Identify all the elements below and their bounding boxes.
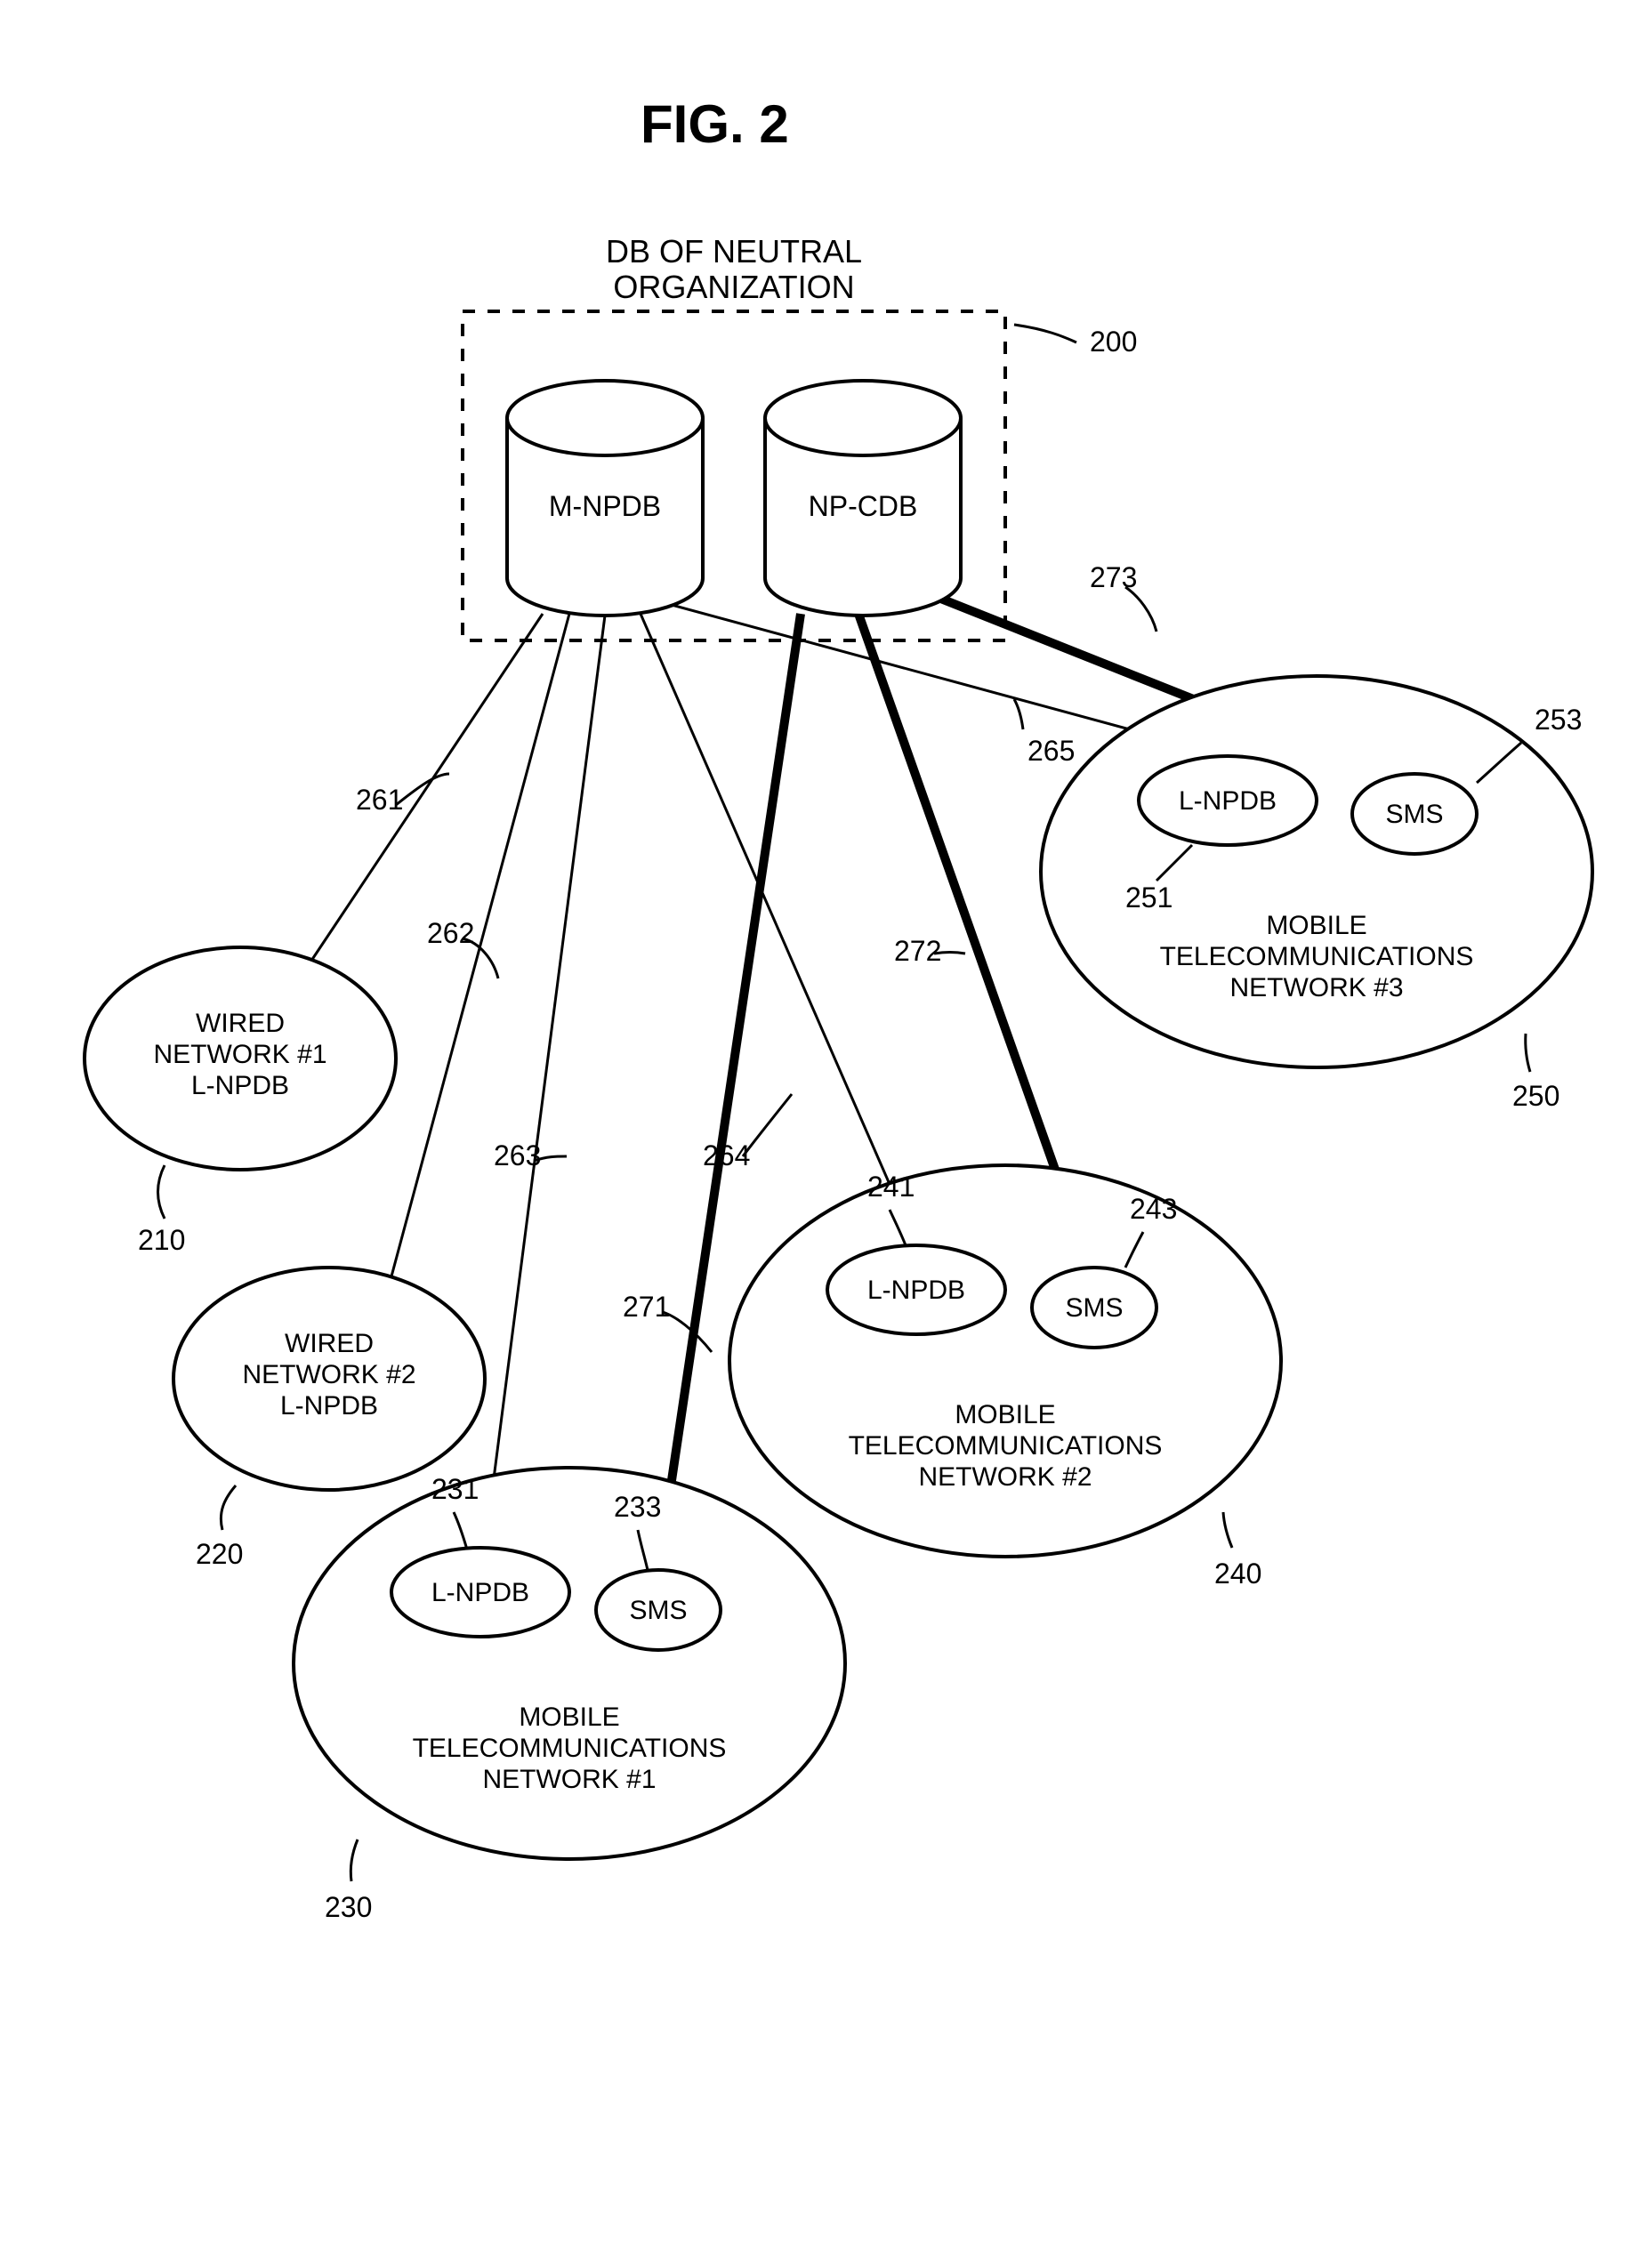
label-text: SMS xyxy=(1385,800,1443,829)
label-text: TELECOMMUNICATIONS xyxy=(1160,942,1474,971)
ref-200: 200 xyxy=(1090,326,1137,358)
ref-273: 273 xyxy=(1090,561,1137,593)
ref-262: 262 xyxy=(427,917,474,949)
np-cdb-label: NP-CDB xyxy=(809,490,918,522)
label-text: MOBILE xyxy=(955,1400,1055,1429)
label-text: NETWORK #1 xyxy=(482,1765,656,1794)
conn-264 xyxy=(641,614,916,1245)
ref-233: 233 xyxy=(614,1491,661,1523)
ref-231: 231 xyxy=(431,1473,479,1505)
ref-243: 243 xyxy=(1130,1193,1177,1225)
figure-title: FIG. 2 xyxy=(641,94,789,154)
label-text: NETWORK #2 xyxy=(242,1360,415,1389)
neutral-org-title-1: DB OF NEUTRAL xyxy=(606,233,862,270)
ref-210: 210 xyxy=(138,1224,185,1256)
ref-220: 220 xyxy=(196,1538,243,1570)
label-text: WIRED xyxy=(196,1009,285,1038)
label-text: WIRED xyxy=(285,1329,374,1358)
ref-230: 230 xyxy=(325,1891,372,1923)
mobile-network-3 xyxy=(1041,676,1592,1067)
ref-264: 264 xyxy=(703,1139,750,1171)
label-text: NETWORK #1 xyxy=(153,1040,326,1069)
label-text: L-NPDB xyxy=(191,1071,289,1100)
ref-263: 263 xyxy=(494,1139,541,1171)
ref-265: 265 xyxy=(1027,735,1075,767)
ref-253: 253 xyxy=(1535,704,1582,736)
conn-263 xyxy=(485,616,605,1548)
ref-271: 271 xyxy=(623,1291,670,1323)
m-npdb-label: M-NPDB xyxy=(549,490,661,522)
mobile-network-2 xyxy=(729,1165,1281,1557)
label-text: SMS xyxy=(1065,1293,1123,1323)
label-text: MOBILE xyxy=(1266,911,1366,940)
label-text: L-NPDB xyxy=(280,1391,378,1421)
conn-261 xyxy=(311,614,543,961)
ref-272: 272 xyxy=(894,935,941,967)
label-text: L-NPDB xyxy=(431,1578,529,1607)
label-text: L-NPDB xyxy=(1179,786,1277,816)
ref-240: 240 xyxy=(1214,1558,1261,1590)
label-text: TELECOMMUNICATIONS xyxy=(849,1431,1163,1461)
ref-241: 241 xyxy=(867,1171,915,1203)
label-text: MOBILE xyxy=(519,1703,619,1732)
conn-262 xyxy=(391,614,569,1276)
neutral-org-title-2: ORGANIZATION xyxy=(613,269,854,305)
label-text: L-NPDB xyxy=(867,1276,965,1305)
label-text: NETWORK #3 xyxy=(1229,973,1403,1002)
ref-261: 261 xyxy=(356,784,403,816)
mobile-network-1 xyxy=(294,1468,845,1859)
ref-251: 251 xyxy=(1125,881,1173,914)
label-text: TELECOMMUNICATIONS xyxy=(413,1734,727,1763)
ref-250: 250 xyxy=(1512,1080,1559,1112)
label-text: NETWORK #2 xyxy=(918,1462,1092,1492)
label-text: SMS xyxy=(629,1596,687,1625)
